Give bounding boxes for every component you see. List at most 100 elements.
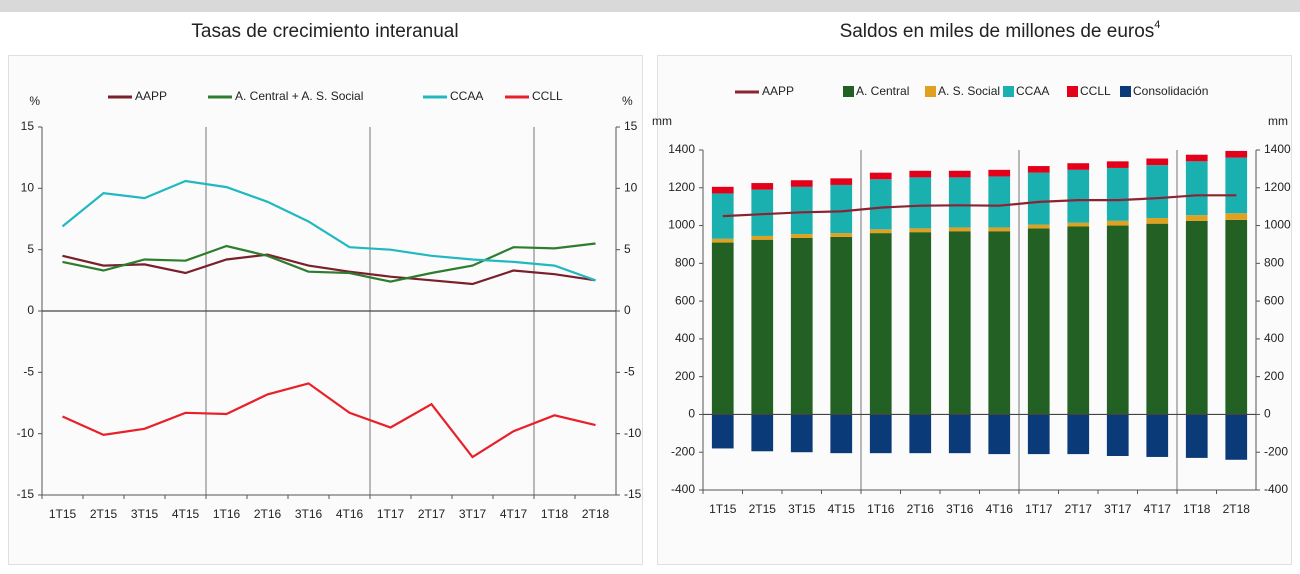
y-unit: mm (652, 114, 672, 128)
x-tick-label: 4T16 (336, 507, 364, 521)
legend-swatch (925, 86, 936, 97)
x-tick-label: 3T16 (946, 502, 974, 516)
bar-segment (830, 178, 853, 185)
y-tick-label: 200 (1264, 369, 1284, 383)
left-panel (8, 55, 643, 565)
bar-segment (1146, 165, 1169, 218)
bar-segment (1027, 166, 1050, 173)
bar-segment (830, 233, 853, 237)
bar-segment (1106, 414, 1129, 456)
bar-segment (1067, 414, 1090, 455)
bar-segment (869, 414, 892, 454)
legend-label: CCLL (1080, 84, 1111, 98)
bar-segment (1225, 150, 1248, 158)
y-tick-label: 0 (688, 407, 695, 421)
bar-segment (790, 237, 813, 415)
legend-label: AAPP (762, 84, 794, 98)
y-tick-label: 400 (675, 331, 695, 345)
y-tick-label: -400 (671, 482, 695, 496)
bar-segment (711, 238, 734, 243)
bar-segment (869, 172, 892, 180)
legend-label: Consolidación (1133, 84, 1208, 98)
y-tick-label: -5 (23, 365, 34, 379)
bar-segment (751, 183, 774, 190)
line (62, 242, 596, 283)
y-tick-label: 1400 (668, 142, 695, 156)
bar-segment (948, 170, 971, 178)
line (62, 253, 596, 286)
y-tick-label: -200 (1264, 444, 1288, 458)
legend-label: AAPP (135, 89, 167, 103)
bar-segment (948, 231, 971, 415)
y-tick-label: 1200 (1264, 180, 1291, 194)
y-tick-label: -10 (17, 426, 35, 440)
bar-segment (830, 236, 853, 415)
legend-label: CCLL (532, 89, 563, 103)
y-tick-label: 0 (624, 303, 631, 317)
line (62, 382, 596, 459)
x-tick-label: 1T18 (541, 507, 569, 521)
y-tick-label: 15 (624, 119, 638, 133)
bar-segment (1225, 219, 1248, 415)
x-tick-label: 1T16 (867, 502, 895, 516)
x-tick-label: 2T15 (749, 502, 777, 516)
y-tick-label: 1200 (668, 180, 695, 194)
bar-segment (988, 176, 1011, 228)
bar-segment (790, 234, 813, 238)
x-tick-label: 4T15 (828, 502, 856, 516)
y-tick-label: 1000 (668, 218, 695, 232)
x-tick-label: 4T15 (172, 507, 200, 521)
bar-segment (830, 414, 853, 454)
bar-segment (988, 414, 1011, 455)
y-tick-label: 10 (624, 181, 638, 195)
y-tick-label: 0 (1264, 407, 1271, 421)
bar-segment (711, 242, 734, 415)
x-tick-label: 1T18 (1183, 502, 1211, 516)
bar-segment (790, 180, 813, 187)
line (61, 179, 596, 282)
bar-segment (1106, 225, 1129, 415)
legend-label: A. Central + A. S. Social (235, 89, 363, 103)
bar-segment (711, 193, 734, 239)
x-tick-label: 1T17 (377, 507, 405, 521)
bar-segment (1067, 226, 1090, 415)
x-tick-label: 2T17 (418, 507, 446, 521)
x-tick-label: 2T16 (907, 502, 935, 516)
y-unit: % (622, 94, 633, 108)
y-tick-label: 400 (1264, 331, 1284, 345)
x-tick-label: 1T15 (49, 507, 77, 521)
bar-segment (1146, 414, 1169, 457)
legend-label: CCAA (450, 89, 483, 103)
top-strip (0, 0, 1300, 12)
bar-segment (988, 169, 1011, 177)
legend-swatch (1067, 86, 1078, 97)
x-tick-label: 3T17 (1104, 502, 1132, 516)
bar-segment (751, 239, 774, 415)
y-tick-label: -200 (671, 444, 695, 458)
bar-segment (1185, 215, 1208, 221)
y-tick-label: 200 (675, 369, 695, 383)
chart-title: Saldos en miles de millones de euros4 (840, 19, 1161, 42)
x-tick-label: 3T17 (459, 507, 487, 521)
y-tick-label: -10 (624, 426, 642, 440)
bar-segment (909, 177, 932, 229)
legend-swatch (1120, 86, 1131, 97)
bar-segment (1027, 172, 1050, 225)
y-tick-label: -400 (1264, 482, 1288, 496)
bar-segment (790, 186, 813, 235)
bar-segment (988, 231, 1011, 415)
bar-segment (909, 232, 932, 415)
bar-segment (948, 414, 971, 454)
y-tick-label: 600 (675, 293, 695, 307)
bar-segment (711, 414, 734, 449)
y-tick-label: 1400 (1264, 142, 1291, 156)
x-tick-label: 2T18 (582, 507, 610, 521)
bar-segment (751, 235, 774, 240)
x-tick-label: 3T16 (295, 507, 323, 521)
bar-segment (1146, 218, 1169, 224)
bar-segment (711, 186, 734, 194)
bar-segment (1106, 161, 1129, 168)
x-tick-label: 2T16 (254, 507, 282, 521)
legend-swatch (843, 86, 854, 97)
